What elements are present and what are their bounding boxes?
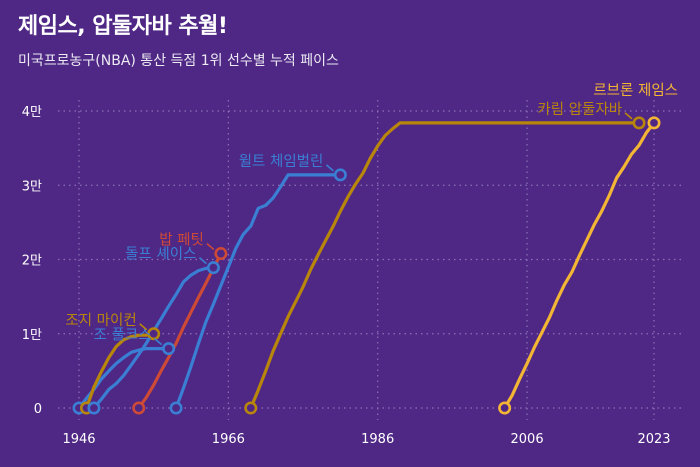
y-tick-label: 4만	[22, 105, 42, 120]
x-tick-label: 1986	[361, 432, 394, 447]
series-line	[249, 121, 641, 410]
x-tick-label: 2023	[637, 432, 670, 447]
chart-title: 제임스, 압둘자바 추월!	[18, 14, 228, 39]
end-marker	[333, 168, 347, 182]
axes: 0 1만 2만 3만 4만 1946 1966 1986 2006 2023	[22, 105, 671, 447]
end-marker	[147, 327, 161, 341]
series-label: 르브론 제임스	[593, 82, 678, 99]
x-tick-label: 1946	[62, 432, 95, 447]
start-marker	[169, 401, 183, 415]
y-tick-label: 1만	[22, 328, 42, 343]
end-marker	[162, 342, 176, 356]
x-tick-label: 1966	[212, 432, 245, 447]
series-line	[503, 121, 656, 410]
end-marker	[206, 261, 220, 275]
series-line	[137, 252, 223, 410]
start-marker	[132, 401, 146, 415]
label-leader	[325, 164, 334, 172]
y-tick-label: 3만	[22, 179, 42, 194]
start-marker	[87, 401, 101, 415]
end-marker	[647, 116, 661, 130]
series-line	[84, 332, 156, 410]
series-line	[174, 173, 342, 410]
series-label: 조 풀크스	[94, 328, 152, 344]
label-leader	[624, 112, 633, 120]
series-line	[77, 347, 171, 410]
series-label: 조지 마이컨	[65, 312, 136, 329]
y-tick-label: 2만	[22, 254, 42, 269]
series-label: 밥 페팃	[159, 232, 204, 249]
series-label: 윌트 체임벌린	[239, 153, 324, 170]
series-lines	[77, 121, 656, 410]
end-markers	[72, 116, 661, 415]
start-marker	[244, 401, 258, 415]
label-leader	[198, 257, 207, 265]
x-tick-label: 2006	[511, 432, 544, 447]
label-leader	[139, 323, 148, 331]
start-marker	[498, 401, 512, 415]
label-leader	[154, 337, 163, 346]
label-leader	[206, 242, 215, 251]
end-marker	[632, 116, 646, 130]
y-tick-label: 0	[34, 402, 42, 417]
series-label: 카림 압둘자바	[537, 101, 622, 118]
grid	[58, 100, 684, 420]
chart-subtitle: 미국프로농구(NBA) 통산 득점 1위 선수별 누적 페이스	[18, 53, 339, 69]
end-marker	[214, 247, 228, 261]
series-label: 돌프 셰이스	[125, 246, 196, 263]
